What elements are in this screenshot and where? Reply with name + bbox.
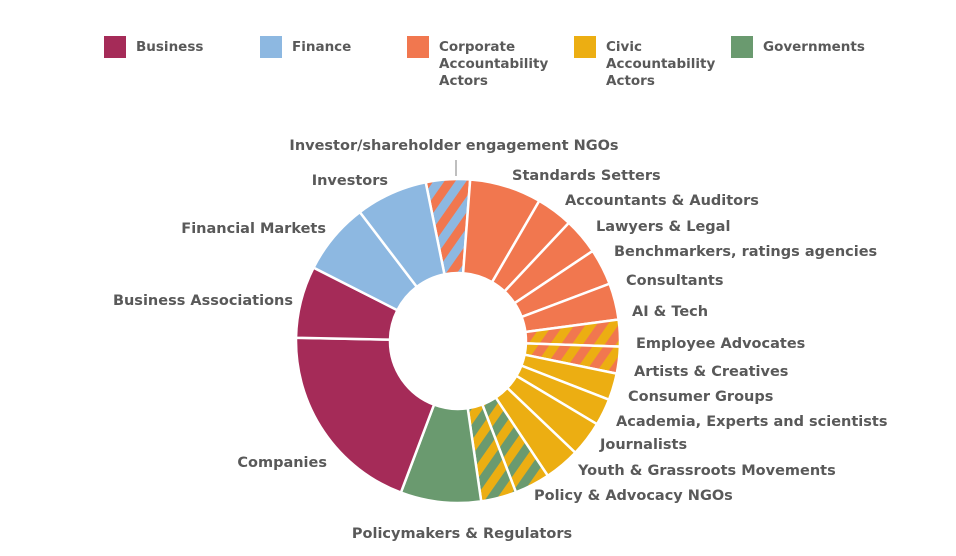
slice-label-12: Youth & Grassroots Movements xyxy=(577,463,836,479)
slice-label-6: AI & Tech xyxy=(632,304,708,320)
slice-label-0: Investor/shareholder engagement NGOs xyxy=(289,138,618,154)
slice-label-14: Policymakers & Regulators xyxy=(352,526,572,542)
slice-label-13: Policy & Advocacy NGOs xyxy=(534,488,733,504)
donut-slices xyxy=(294,177,622,505)
slice-label-2: Accountants & Auditors xyxy=(565,193,759,209)
slice-labels: Investor/shareholder engagement NGOs Stan… xyxy=(113,138,888,542)
slice-18 xyxy=(358,180,446,289)
legend-label-2-0: Corporate xyxy=(439,39,515,55)
slice-label-9: Consumer Groups xyxy=(628,389,773,405)
legend-label-1-0: Finance xyxy=(292,39,351,55)
slice-label-1: Standards Setters xyxy=(512,168,661,184)
legend-swatch-4 xyxy=(731,36,753,58)
slice-label-7: Employee Advocates xyxy=(636,336,805,352)
legend-label-2-2: Actors xyxy=(439,73,488,89)
legend-label-4-0: Governments xyxy=(763,39,865,55)
chart-legend: Business Finance CorporateAccountabilityAc… xyxy=(104,36,865,89)
legend-swatch-3 xyxy=(574,36,596,58)
slice-label-16: Business Associations xyxy=(113,293,293,309)
legend-swatch-2 xyxy=(407,36,429,58)
slice-label-4: Benchmarkers, ratings agencies xyxy=(614,244,877,260)
legend-label-3-0: Civic xyxy=(606,39,642,55)
legend-label-3-2: Actors xyxy=(606,73,655,89)
slice-15 xyxy=(294,336,436,495)
legend-swatch-0 xyxy=(104,36,126,58)
slice-label-17: Financial Markets xyxy=(181,221,326,237)
slice-label-5: Consultants xyxy=(626,273,723,289)
slice-label-3: Lawyers & Legal xyxy=(596,219,730,235)
legend-label-3-1: Accountability xyxy=(606,56,716,72)
slice-label-18: Investors xyxy=(312,173,388,189)
slice-label-10: Academia, Experts and scientists xyxy=(616,414,887,430)
legend-label-2-1: Accountability xyxy=(439,56,549,72)
slice-label-8: Artists & Creatives xyxy=(634,364,788,380)
legend-swatch-1 xyxy=(260,36,282,58)
slice-label-11: Journalists xyxy=(599,437,687,453)
slice-label-15: Companies xyxy=(237,455,327,471)
legend-label-0-0: Business xyxy=(136,39,203,55)
